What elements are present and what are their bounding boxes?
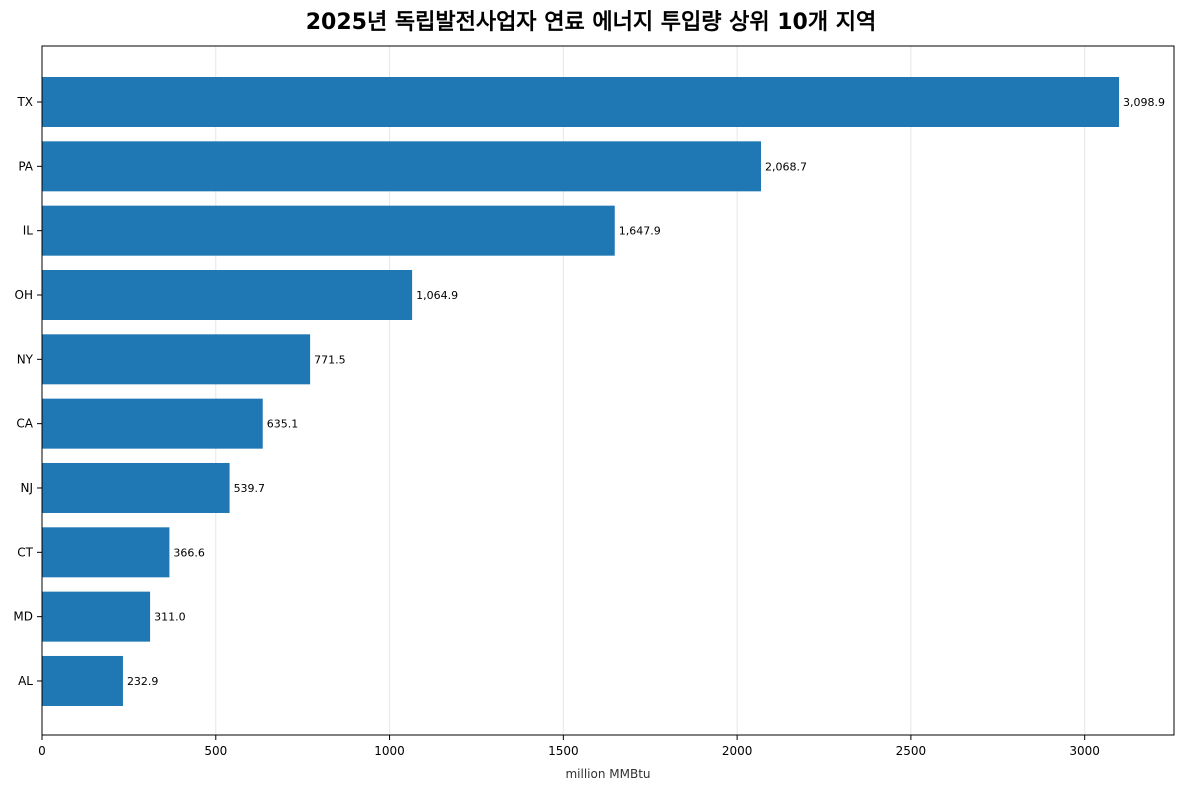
bar-ca (42, 398, 263, 449)
bar-nj (42, 462, 230, 513)
bars (42, 77, 1120, 706)
x-axis: 0 500 1000 1500 2000 2500 3000 (38, 735, 1100, 758)
y-tick-label: OH (15, 288, 33, 302)
x-axis-title: million MMBtu (565, 767, 650, 781)
data-label: 2,068.7 (765, 160, 807, 173)
y-tick-label: AL (18, 674, 33, 688)
data-label: 771.5 (314, 353, 346, 366)
data-label: 635.1 (267, 418, 299, 431)
bar-pa (42, 141, 761, 192)
y-tick-label: NY (17, 352, 34, 366)
y-tick-label: PA (18, 159, 33, 173)
bar-ny (42, 334, 311, 385)
x-tick-label: 2500 (896, 744, 927, 758)
chart-title: 2025년 독립발전사업자 연료 에너지 투입량 상위 10개 지역 (305, 10, 877, 35)
y-tick-label: TX (16, 95, 33, 109)
bar-oh (42, 269, 413, 320)
x-tick-label: 0 (38, 744, 46, 758)
bar-tx (42, 77, 1120, 127)
bar-md (42, 591, 151, 642)
x-tick-label: 3000 (1069, 744, 1100, 758)
x-tick-label: 1500 (548, 744, 579, 758)
y-tick-label: NJ (20, 481, 33, 495)
y-tick-label: CA (16, 417, 33, 431)
bar-al (42, 655, 123, 706)
data-label: 539.7 (234, 482, 265, 495)
x-tick-label: 500 (204, 744, 227, 758)
data-label: 311.0 (154, 611, 186, 624)
data-label: 3,098.9 (1123, 96, 1165, 109)
y-axis: TX PA IL OH NY CA NJ CT MD AL (13, 95, 42, 688)
data-label: 1,647.9 (619, 225, 661, 238)
plot-frame (41, 45, 1175, 736)
data-label: 1,064.9 (416, 289, 458, 302)
y-tick-label: CT (17, 545, 33, 559)
bar-il (42, 205, 615, 256)
x-tick-label: 1000 (374, 744, 405, 758)
y-tick-label: IL (23, 224, 34, 238)
y-tick-label: MD (13, 610, 33, 624)
data-label: 366.6 (173, 546, 205, 559)
data-labels: 3,098.9 2,068.7 1,647.9 1,064.9 771.5 635.1 53… (127, 96, 1165, 688)
data-label: 232.9 (127, 675, 159, 688)
x-tick-label: 2000 (722, 744, 753, 758)
bar-ct (42, 527, 170, 578)
